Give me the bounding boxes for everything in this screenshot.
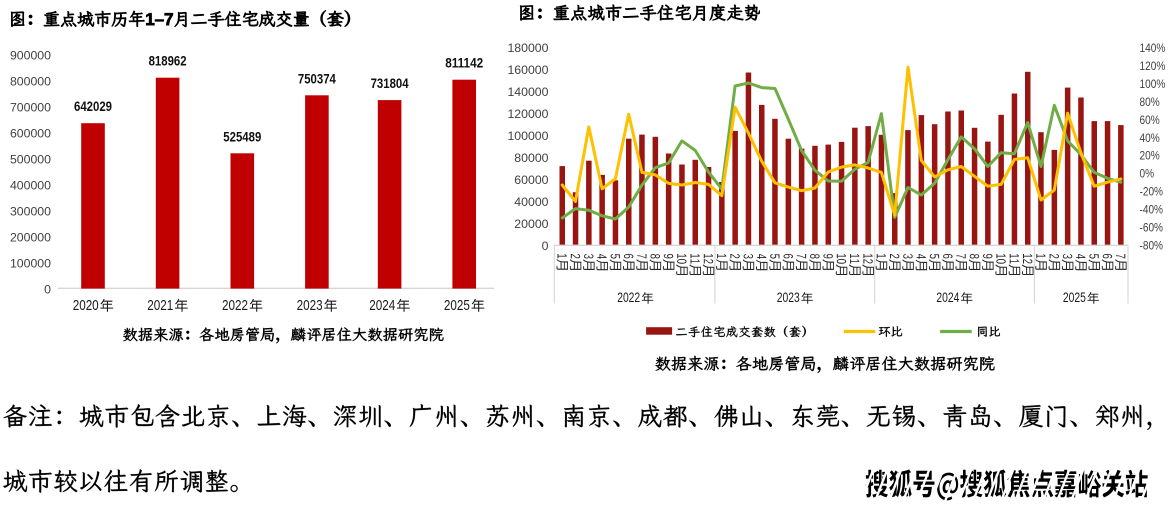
svg-text:525489: 525489 — [223, 129, 261, 144]
svg-text:100000: 100000 — [507, 129, 548, 143]
svg-text:900000: 900000 — [10, 48, 51, 62]
svg-text:120000: 120000 — [507, 107, 548, 121]
svg-text:400000: 400000 — [10, 178, 51, 192]
svg-text:2025: 2025 — [444, 297, 470, 314]
svg-text:40%: 40% — [1140, 131, 1160, 145]
svg-text:-60%: -60% — [1140, 220, 1164, 234]
svg-text:2021: 2021 — [147, 297, 173, 314]
svg-text:2023: 2023 — [777, 289, 800, 305]
svg-text:2022: 2022 — [222, 297, 248, 314]
svg-text:2022: 2022 — [617, 289, 640, 305]
svg-text:100%: 100% — [1140, 77, 1166, 91]
svg-text:300000: 300000 — [10, 204, 51, 218]
svg-text:2024: 2024 — [936, 289, 959, 305]
svg-text:160000: 160000 — [507, 63, 548, 77]
svg-text:0%: 0% — [1140, 167, 1155, 181]
svg-text:-40%: -40% — [1140, 203, 1164, 217]
svg-text:2020: 2020 — [73, 297, 99, 314]
svg-text:80%: 80% — [1140, 95, 1160, 109]
svg-text:2025: 2025 — [1063, 289, 1086, 305]
svg-text:0: 0 — [542, 239, 549, 253]
svg-text:40000: 40000 — [514, 195, 548, 209]
svg-text:700000: 700000 — [10, 100, 51, 114]
svg-text:200000: 200000 — [10, 230, 51, 244]
svg-text:800000: 800000 — [10, 74, 51, 88]
svg-text:811142: 811142 — [445, 56, 483, 71]
svg-text:180000: 180000 — [507, 41, 548, 55]
svg-text:600000: 600000 — [10, 126, 51, 140]
svg-text:500000: 500000 — [10, 152, 51, 166]
svg-text:100000: 100000 — [10, 256, 51, 270]
svg-text:0: 0 — [44, 282, 51, 296]
svg-text:60000: 60000 — [514, 173, 548, 187]
svg-text:731804: 731804 — [371, 76, 409, 91]
svg-text:120%: 120% — [1140, 59, 1166, 73]
svg-text:750374: 750374 — [298, 71, 336, 86]
svg-text:60%: 60% — [1140, 113, 1160, 127]
svg-text:80000: 80000 — [514, 151, 548, 165]
svg-text:20%: 20% — [1140, 149, 1160, 163]
svg-text:140000: 140000 — [507, 85, 548, 99]
svg-text:20000: 20000 — [514, 217, 548, 231]
svg-text:140%: 140% — [1140, 41, 1166, 55]
svg-text:2024: 2024 — [369, 297, 395, 314]
svg-text:818962: 818962 — [149, 54, 187, 69]
svg-text:2023: 2023 — [297, 297, 323, 314]
svg-text:642029: 642029 — [74, 99, 112, 114]
svg-text:-80%: -80% — [1140, 238, 1164, 252]
svg-text:-20%: -20% — [1140, 185, 1164, 199]
